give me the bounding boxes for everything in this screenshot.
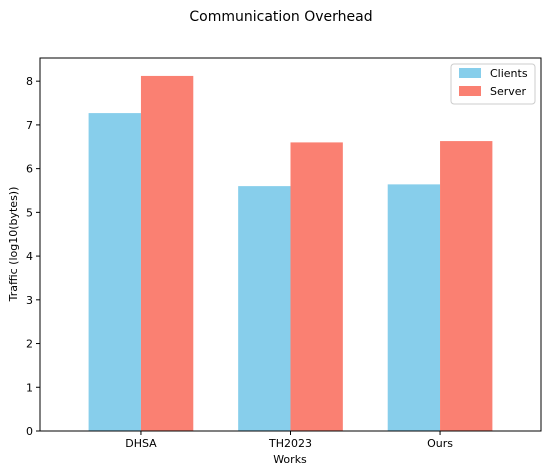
x-axis-label: Works bbox=[273, 453, 307, 466]
y-tick-label-7: 7 bbox=[26, 119, 33, 132]
y-axis: 0 1 2 3 4 5 6 7 8 bbox=[26, 75, 40, 438]
bar-ours-server bbox=[440, 141, 493, 431]
bar-th2023-clients bbox=[238, 186, 291, 431]
bar-th2023-server bbox=[290, 142, 343, 431]
y-tick-label-5: 5 bbox=[26, 206, 33, 219]
bars-group bbox=[88, 75, 493, 432]
y-tick-label-3: 3 bbox=[26, 294, 33, 307]
chart-title: Communication Overhead bbox=[189, 9, 372, 25]
y-tick-label-2: 2 bbox=[26, 338, 33, 351]
legend-label-server: Server bbox=[490, 85, 527, 98]
legend: Clients Server bbox=[450, 63, 536, 105]
y-tick-label-1: 1 bbox=[26, 381, 33, 394]
bar-dhsa-server bbox=[140, 75, 194, 432]
y-tick-label-4: 4 bbox=[26, 250, 33, 263]
y-tick-label-8: 8 bbox=[26, 75, 33, 88]
legend-label-clients: Clients bbox=[490, 67, 528, 80]
bar-ours-clients bbox=[387, 184, 441, 431]
y-tick-label-6: 6 bbox=[26, 163, 33, 176]
x-tick-label-ours: Ours bbox=[427, 437, 453, 450]
legend-swatch-server bbox=[459, 86, 481, 96]
x-tick-label-th2023: TH2023 bbox=[268, 437, 312, 450]
y-axis-label: Traffic (log10(bytes)) bbox=[7, 187, 20, 303]
x-axis: DHSA TH2023 Ours bbox=[125, 431, 453, 450]
bar-dhsa-clients bbox=[88, 113, 141, 431]
x-tick-label-dhsa: DHSA bbox=[125, 437, 157, 450]
y-tick-label-0: 0 bbox=[26, 425, 33, 438]
legend-swatch-clients bbox=[459, 68, 481, 78]
